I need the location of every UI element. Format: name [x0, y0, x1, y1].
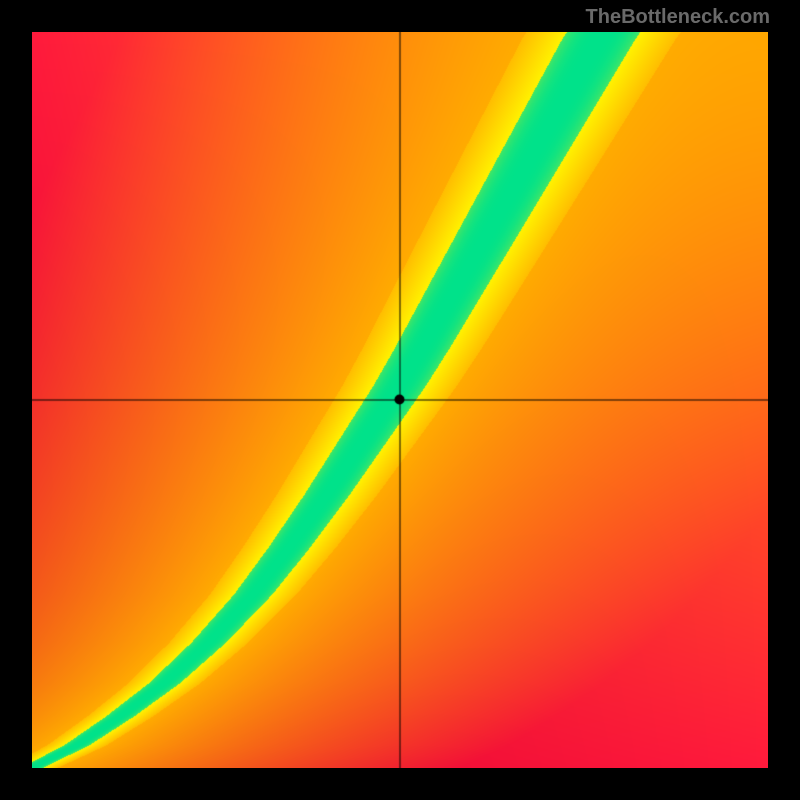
bottleneck-heatmap: [32, 32, 768, 768]
watermark-label: TheBottleneck.com: [586, 6, 770, 29]
